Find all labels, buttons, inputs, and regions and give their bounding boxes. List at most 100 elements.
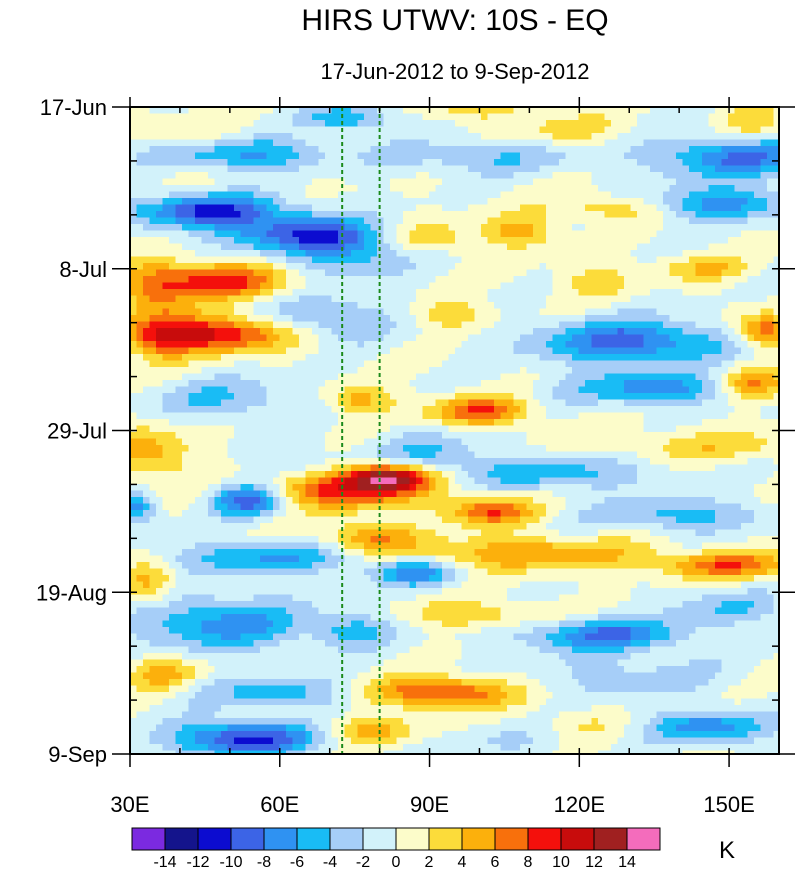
field-cell [767, 152, 775, 160]
field-cell [669, 198, 677, 206]
field-cell [422, 282, 430, 290]
field-cell [507, 282, 515, 290]
field-cell [409, 107, 417, 115]
field-cell [169, 133, 177, 141]
field-cell [643, 380, 651, 388]
field-cell [474, 126, 482, 134]
field-cell [624, 406, 632, 414]
field-cell [695, 224, 703, 232]
field-cell [318, 367, 326, 375]
field-cell [260, 172, 268, 180]
field-cell [325, 360, 333, 368]
field-cell [702, 185, 710, 193]
field-cell [429, 204, 437, 212]
field-cell [487, 178, 495, 186]
field-cell [624, 126, 632, 134]
field-cell [767, 224, 775, 232]
field-cell [448, 386, 456, 394]
field-cell [760, 178, 768, 186]
field-cell [656, 360, 664, 368]
field-cell [253, 263, 261, 271]
field-cell [435, 282, 443, 290]
field-cell [162, 354, 170, 362]
field-cell [396, 185, 404, 193]
field-cell [604, 133, 612, 141]
field-cell [598, 321, 606, 329]
field-cell [234, 250, 242, 258]
field-cell [565, 172, 573, 180]
field-cell [201, 393, 209, 401]
field-cell [559, 126, 567, 134]
field-cell [533, 308, 541, 316]
field-cell [357, 289, 365, 297]
field-cell [214, 250, 222, 258]
field-cell [533, 302, 541, 310]
field-cell [156, 289, 164, 297]
field-cell [598, 178, 606, 186]
field-cell [624, 289, 632, 297]
field-cell [546, 308, 554, 316]
field-cell [409, 308, 417, 316]
field-cell [500, 120, 508, 128]
field-cell [591, 230, 599, 238]
field-cell [383, 191, 391, 199]
field-cell [773, 113, 779, 121]
field-cell [143, 302, 151, 310]
field-cell [598, 243, 606, 251]
field-cell [221, 107, 229, 115]
field-cell [702, 139, 710, 147]
field-cell [136, 237, 144, 245]
field-cell [201, 308, 209, 316]
field-cell [370, 217, 378, 225]
field-cell [494, 178, 502, 186]
field-cell [650, 315, 658, 323]
field-cell [520, 380, 528, 388]
field-cell [598, 198, 606, 206]
field-cell [741, 412, 749, 420]
field-cell [130, 425, 138, 433]
field-cell [266, 165, 274, 173]
field-cell [286, 237, 294, 245]
field-cell [279, 373, 287, 381]
field-cell [689, 139, 697, 147]
field-cell [364, 295, 372, 303]
field-cell [442, 126, 450, 134]
field-cell [435, 269, 443, 277]
field-cell [676, 341, 684, 349]
field-cell [429, 315, 437, 323]
field-cell [494, 386, 502, 394]
field-cell [773, 367, 779, 375]
field-cell [741, 159, 749, 167]
field-cell [351, 172, 359, 180]
field-cell [435, 172, 443, 180]
field-cell [630, 139, 638, 147]
field-cell [162, 282, 170, 290]
field-cell [676, 302, 684, 310]
field-cell [318, 204, 326, 212]
field-cell [292, 198, 300, 206]
field-cell [182, 289, 190, 297]
field-cell [130, 230, 138, 238]
field-cell [240, 269, 248, 277]
field-cell [266, 367, 274, 375]
field-cell [234, 243, 242, 251]
field-cell [760, 211, 768, 219]
field-cell [663, 113, 671, 121]
field-cell [357, 295, 365, 303]
field-cell [227, 204, 235, 212]
field-cell [149, 282, 157, 290]
field-cell [500, 139, 508, 147]
field-cell [650, 133, 658, 141]
field-cell [559, 308, 567, 316]
field-cell [208, 334, 216, 342]
field-cell [195, 237, 203, 245]
field-cell [429, 412, 437, 420]
field-cell [286, 250, 294, 258]
field-cell [130, 107, 138, 115]
field-cell [201, 425, 209, 433]
field-cell [734, 341, 742, 349]
field-cell [442, 211, 450, 219]
field-cell [279, 133, 287, 141]
field-cell [448, 289, 456, 297]
field-cell [591, 295, 599, 303]
